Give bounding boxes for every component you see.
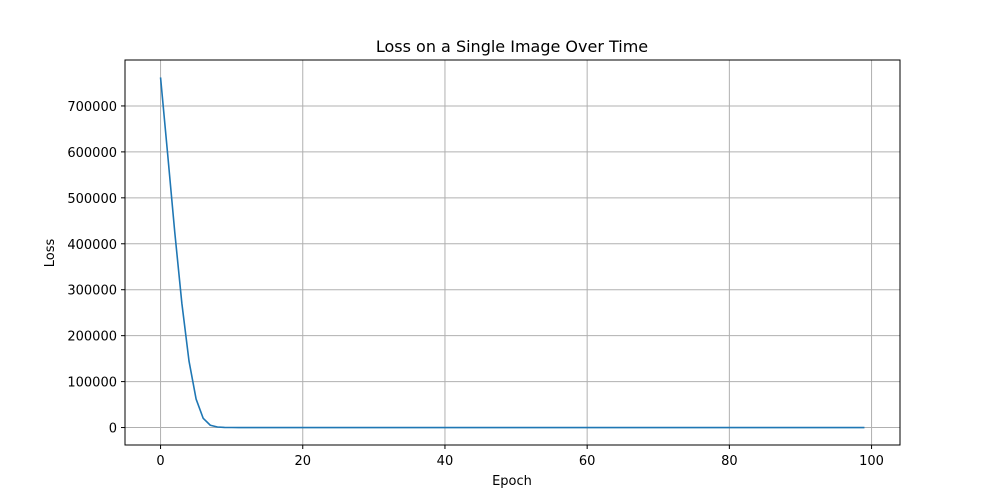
x-tick-label: 100 (859, 454, 884, 469)
y-tick-label: 200000 (67, 330, 117, 345)
y-tick-label: 400000 (67, 238, 117, 253)
x-tick-label: 20 (294, 454, 311, 469)
x-axis-label: Epoch (492, 474, 532, 489)
y-tick-label: 500000 (67, 192, 117, 207)
loss-series-line (159, 77, 865, 429)
y-axis-ticks: 0 100000 200000 300000 400000 500000 600000 700… (67, 100, 125, 437)
y-tick-label: 700000 (67, 100, 117, 115)
y-tick-label: 300000 (67, 284, 117, 299)
x-tick-label: 0 (156, 454, 164, 469)
series-layer (159, 77, 865, 429)
x-tick-label: 60 (579, 454, 596, 469)
y-tick-label: 100000 (67, 376, 117, 391)
grid-lines (125, 60, 900, 445)
y-tick-label: 600000 (67, 146, 117, 161)
y-tick-label: 0 (109, 422, 117, 437)
plot-frame (124, 59, 901, 446)
chart-title: Loss on a Single Image Over Time (376, 37, 648, 56)
x-tick-label: 40 (437, 454, 454, 469)
x-tick-label: 80 (721, 454, 738, 469)
x-axis-ticks: 0 20 40 60 80 100 (156, 445, 884, 469)
y-axis-label: Loss (43, 239, 58, 268)
